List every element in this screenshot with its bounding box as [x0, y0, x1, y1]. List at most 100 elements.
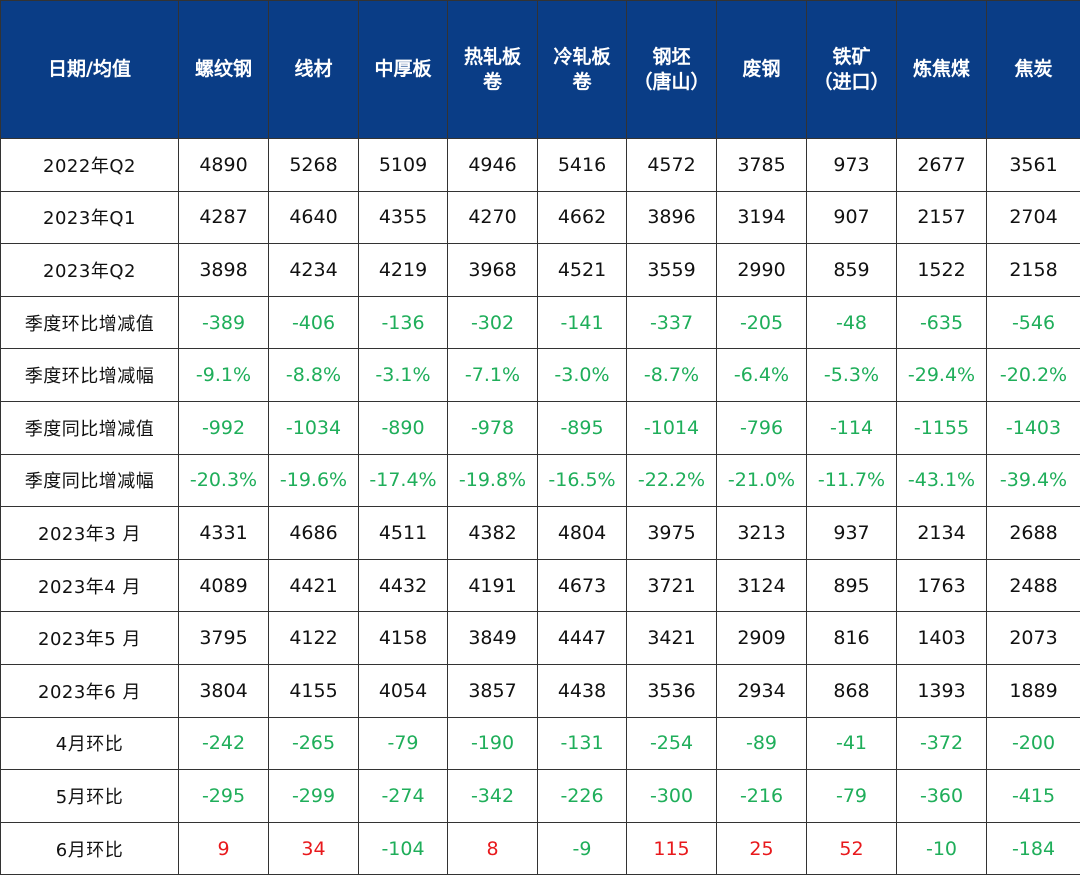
table-cell: -39.4% [987, 454, 1080, 507]
table-cell: -1155 [897, 401, 987, 454]
table-cell: 937 [807, 507, 897, 560]
table-cell: -415 [987, 770, 1080, 823]
table-cell: 4673 [538, 559, 627, 612]
header-date: 日期/均值 [1, 1, 179, 139]
table-cell: -9.1% [179, 349, 269, 402]
table-cell: -342 [448, 770, 538, 823]
table-cell: 2688 [987, 507, 1080, 560]
table-cell: -11.7% [807, 454, 897, 507]
row-label: 2023年5 月 [1, 612, 179, 665]
table-cell: -205 [717, 296, 807, 349]
table-cell: 4511 [359, 507, 448, 560]
table-cell: 2134 [897, 507, 987, 560]
table-cell: -29.4% [897, 349, 987, 402]
header-cold-rolled-coil: 冷轧板卷 [538, 1, 627, 139]
table-cell: 4421 [269, 559, 359, 612]
table-cell: 2158 [987, 244, 1080, 297]
table-cell: -5.3% [807, 349, 897, 402]
table-cell: -6.4% [717, 349, 807, 402]
table-cell: -104 [359, 822, 448, 875]
header-scrap: 废钢 [717, 1, 807, 139]
table-cell: 3968 [448, 244, 538, 297]
header-coke: 焦炭 [987, 1, 1080, 139]
table-cell: -389 [179, 296, 269, 349]
table-cell: 4447 [538, 612, 627, 665]
table-cell: 4270 [448, 191, 538, 244]
table-cell: -131 [538, 717, 627, 770]
table-cell: 4432 [359, 559, 448, 612]
table-cell: 4640 [269, 191, 359, 244]
row-label: 季度同比增减值 [1, 401, 179, 454]
table-cell: 1763 [897, 559, 987, 612]
table-row: 5月环比-295-299-274-342-226-300-216-79-360-… [1, 770, 1080, 823]
table-cell: 4382 [448, 507, 538, 560]
table-cell: 3536 [627, 664, 717, 717]
table-cell: 4089 [179, 559, 269, 612]
row-label: 2023年6 月 [1, 664, 179, 717]
table-cell: 4355 [359, 191, 448, 244]
table-row: 季度环比增减幅-9.1%-8.8%-3.1%-7.1%-3.0%-8.7%-6.… [1, 349, 1080, 402]
row-label: 2022年Q2 [1, 139, 179, 192]
table-cell: -295 [179, 770, 269, 823]
table-cell: 3194 [717, 191, 807, 244]
table-cell: 895 [807, 559, 897, 612]
table-cell: 3857 [448, 664, 538, 717]
header-wire-rod: 线材 [269, 1, 359, 139]
header-row: 日期/均值 螺纹钢 线材 中厚板 热轧板卷 冷轧板卷 钢坯（唐山） 废钢 铁矿（… [1, 1, 1080, 139]
table-cell: -299 [269, 770, 359, 823]
table-cell: -10 [897, 822, 987, 875]
table-cell: 4890 [179, 139, 269, 192]
table-cell: -1403 [987, 401, 1080, 454]
table-cell: 5268 [269, 139, 359, 192]
table-cell: 4219 [359, 244, 448, 297]
table-cell: -216 [717, 770, 807, 823]
table-cell: 4331 [179, 507, 269, 560]
table-cell: -242 [179, 717, 269, 770]
table-cell: -136 [359, 296, 448, 349]
table-cell: 1403 [897, 612, 987, 665]
table-cell: -254 [627, 717, 717, 770]
table-cell: 2909 [717, 612, 807, 665]
header-coking-coal: 炼焦煤 [897, 1, 987, 139]
row-label: 5月环比 [1, 770, 179, 823]
table-cell: 5416 [538, 139, 627, 192]
table-cell: 9 [179, 822, 269, 875]
table-cell: -796 [717, 401, 807, 454]
row-label: 2023年Q1 [1, 191, 179, 244]
table-cell: -141 [538, 296, 627, 349]
table-cell: 4158 [359, 612, 448, 665]
table-cell: 2157 [897, 191, 987, 244]
table-cell: 816 [807, 612, 897, 665]
table-cell: 4438 [538, 664, 627, 717]
table-cell: 4686 [269, 507, 359, 560]
table-cell: 4572 [627, 139, 717, 192]
table-cell: 3421 [627, 612, 717, 665]
table-cell: -372 [897, 717, 987, 770]
table-cell: -79 [359, 717, 448, 770]
table-cell: -978 [448, 401, 538, 454]
table-cell: 3975 [627, 507, 717, 560]
table-cell: 3559 [627, 244, 717, 297]
table-cell: 2990 [717, 244, 807, 297]
table-cell: 1393 [897, 664, 987, 717]
table-cell: -20.2% [987, 349, 1080, 402]
table-cell: -7.1% [448, 349, 538, 402]
table-cell: 4946 [448, 139, 538, 192]
table-cell: -302 [448, 296, 538, 349]
table-cell: -20.3% [179, 454, 269, 507]
table-cell: 3898 [179, 244, 269, 297]
table-cell: -895 [538, 401, 627, 454]
table-cell: 4155 [269, 664, 359, 717]
table-cell: 868 [807, 664, 897, 717]
table-cell: 3213 [717, 507, 807, 560]
table-cell: 4191 [448, 559, 538, 612]
table-cell: -300 [627, 770, 717, 823]
table-cell: 3849 [448, 612, 538, 665]
table-cell: -19.6% [269, 454, 359, 507]
